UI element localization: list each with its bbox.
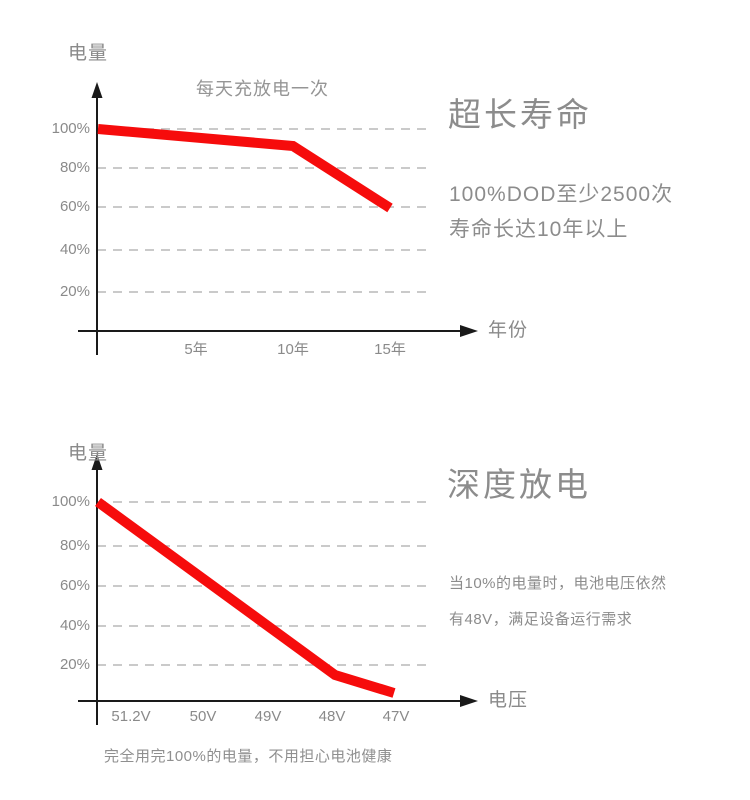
x-axis xyxy=(78,325,478,337)
y-axis-arrow xyxy=(91,82,103,98)
discharge-panel: 电量 电压 100% 80% 60% 40% 20% 51.2V 50V 49V… xyxy=(0,400,750,800)
discharge-body-line-2: 有48V，满足设备运行需求 xyxy=(449,611,633,628)
y-axis xyxy=(91,82,103,355)
discharge-body-line-1: 当10%的电量时，电池电压依然 xyxy=(449,575,667,592)
discharge-ytick-60: 60% xyxy=(59,577,90,594)
series-line-capacity-retention xyxy=(97,124,393,213)
discharge-xtick-51-2v: 51.2V xyxy=(111,708,151,725)
lifespan-ytick-40: 40% xyxy=(59,241,90,258)
discharge-line-chart xyxy=(78,454,478,725)
discharge-headline: 深度放电 xyxy=(447,466,591,503)
lifespan-x-axis-label: 年份 xyxy=(488,320,529,341)
lifespan-ytick-60: 60% xyxy=(59,198,90,215)
lifespan-body-line-1: 100%DOD至少2500次 xyxy=(449,183,674,206)
lifespan-panel: 电量 每天充放电一次 年份 100% 80% 60% 40% 20% 5年 10… xyxy=(51,43,674,358)
discharge-ytick-20: 20% xyxy=(59,656,90,673)
x-axis-arrow xyxy=(460,325,478,337)
discharge-x-axis-label: 电压 xyxy=(488,690,529,711)
discharge-xtick-48v: 48V xyxy=(318,708,346,725)
x-axis-arrow xyxy=(460,695,478,707)
gridlines xyxy=(97,128,428,293)
y-axis-arrow xyxy=(91,454,103,470)
discharge-ytick-40: 40% xyxy=(59,617,90,634)
lifespan-line-chart xyxy=(78,82,478,355)
lifespan-ytick-80: 80% xyxy=(59,159,90,176)
discharge-xtick-50v: 50V xyxy=(189,708,217,725)
discharge-xtick-49v: 49V xyxy=(254,708,282,725)
lifespan-xtick-15y: 15年 xyxy=(374,341,406,358)
discharge-xtick-47v: 47V xyxy=(382,708,410,725)
lifespan-ytick-20: 20% xyxy=(59,283,90,300)
discharge-ytick-80: 80% xyxy=(59,537,90,554)
lifespan-headline: 超长寿命 xyxy=(448,96,592,133)
lifespan-y-axis-label: 电量 xyxy=(68,43,109,64)
lifespan-chart-title: 每天充放电一次 xyxy=(196,79,329,99)
lifespan-xtick-5y: 5年 xyxy=(184,341,208,358)
lifespan-body-line-2: 寿命长达10年以上 xyxy=(449,218,629,241)
gridlines xyxy=(97,501,428,666)
discharge-y-axis-label: 电量 xyxy=(68,443,109,464)
x-axis xyxy=(78,695,478,707)
series-line-voltage-vs-capacity xyxy=(95,497,396,698)
discharge-ytick-100: 100% xyxy=(51,493,90,510)
lifespan-xtick-10y: 10年 xyxy=(277,341,309,358)
y-axis xyxy=(91,454,103,725)
lifespan-ytick-100: 100% xyxy=(51,120,90,137)
discharge-footnote: 完全用完100%的电量，不用担心电池健康 xyxy=(104,748,393,765)
